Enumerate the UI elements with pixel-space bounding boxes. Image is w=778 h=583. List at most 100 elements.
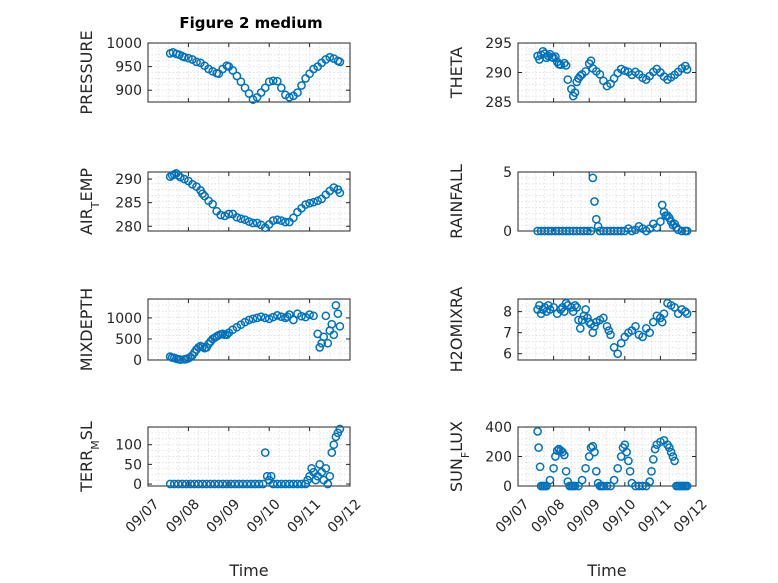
data-point <box>256 312 266 322</box>
data-point <box>625 466 635 476</box>
x-tick-label: 09/12 <box>325 496 365 536</box>
data-point <box>232 71 242 81</box>
data-point <box>222 479 232 489</box>
data-point <box>561 466 571 476</box>
x-tick-label: 09/09 <box>204 496 244 536</box>
axes-box <box>147 42 351 103</box>
data-point <box>545 475 555 485</box>
data-point <box>551 452 560 461</box>
data-point <box>173 170 183 180</box>
data-point <box>657 317 667 327</box>
data-point <box>323 338 333 348</box>
data-point <box>289 213 298 223</box>
data-point <box>577 475 587 485</box>
data-point <box>613 463 623 473</box>
data-point <box>165 479 175 489</box>
y-axis-label-suffix: EMP <box>77 168 96 202</box>
data-point <box>202 479 211 489</box>
y-axis-label-main: SUN <box>447 458 466 492</box>
y-axis-label-main: AIR <box>77 208 96 235</box>
data-point <box>645 328 655 338</box>
data-point <box>682 309 692 319</box>
data-point <box>276 312 286 322</box>
x-axis-label: Time <box>228 561 268 580</box>
data-point <box>236 77 246 87</box>
data-point <box>289 479 298 489</box>
data-point <box>604 326 614 335</box>
y-tick-label: 5 <box>503 165 512 181</box>
x-tick-label: 09/11 <box>284 496 324 536</box>
data-point <box>335 321 345 331</box>
data-point <box>254 479 264 489</box>
data-point <box>250 479 260 489</box>
y-axis-label: RAINFALL <box>447 164 466 239</box>
subplot-4: 0 5 RAINFALL <box>447 164 697 240</box>
data-point <box>543 300 553 310</box>
data-point <box>218 479 228 489</box>
data-point <box>583 313 592 323</box>
data-point <box>590 321 599 331</box>
y-tick-label: 6 <box>503 347 512 363</box>
data-point <box>327 319 337 329</box>
data-point <box>648 455 658 464</box>
y-axis-label: PRESSURE <box>77 30 96 114</box>
data-point <box>289 315 298 325</box>
data-point <box>276 479 286 489</box>
data-point <box>226 479 236 489</box>
data-point <box>192 57 201 67</box>
y-axis-label-main: TERR <box>77 450 96 493</box>
x-tick-label: 09/10 <box>244 496 284 536</box>
axes-box <box>147 426 351 487</box>
data-point <box>559 307 569 316</box>
data-point <box>535 462 545 472</box>
data-point <box>309 197 318 207</box>
y-axis-label-subscript: M <box>89 440 102 450</box>
data-point <box>210 479 220 489</box>
subplot-2: 285 290 295 THETA <box>447 36 697 111</box>
data-point <box>268 216 278 225</box>
data-point <box>682 226 692 236</box>
y-axis-label-subscript: F <box>459 452 472 458</box>
data-point <box>214 479 224 489</box>
data-point <box>285 479 294 489</box>
data-point <box>563 75 573 84</box>
y-axis-label-main: PRESSURE <box>77 30 96 114</box>
data-point <box>575 324 585 333</box>
data-point <box>575 71 585 81</box>
y-tick-label: 285 <box>485 95 512 111</box>
data-point <box>315 343 325 352</box>
y-axis-label-suffix: SL <box>77 421 96 440</box>
y-axis-label-main: THETA <box>447 47 466 99</box>
data-point <box>173 479 183 489</box>
data-point <box>670 456 679 466</box>
y-tick-label: 50 <box>124 457 142 473</box>
data-point <box>321 463 331 473</box>
data-point <box>305 310 314 319</box>
data-point <box>272 479 282 489</box>
y-tick-label: 900 <box>115 83 142 99</box>
y-tick-label: 950 <box>115 60 142 76</box>
data-point <box>260 313 270 323</box>
data-point <box>584 452 594 461</box>
data-point <box>272 76 282 86</box>
y-axis-label: AIRTEMP <box>77 168 102 235</box>
data-point <box>268 312 278 322</box>
y-tick-label: 0 <box>503 479 512 495</box>
data-point <box>616 452 626 461</box>
y-axis-label: THETA <box>447 47 466 99</box>
data-point <box>297 311 306 321</box>
data-point <box>586 226 596 236</box>
x-tick-label: 09/08 <box>528 496 568 536</box>
subplot-1: 900 950 1000 PRESSURE <box>77 30 351 115</box>
figure-title: Figure 2 medium <box>179 14 322 32</box>
y-axis-label-suffix: LUX <box>447 421 466 452</box>
y-tick-label: 400 <box>485 420 512 436</box>
data-point <box>609 475 619 485</box>
data-point <box>591 466 601 476</box>
data-point <box>325 471 335 481</box>
data-point <box>668 452 678 461</box>
data-point <box>268 76 278 86</box>
data-point <box>272 215 282 225</box>
data-point <box>238 479 248 489</box>
data-point <box>230 479 240 489</box>
